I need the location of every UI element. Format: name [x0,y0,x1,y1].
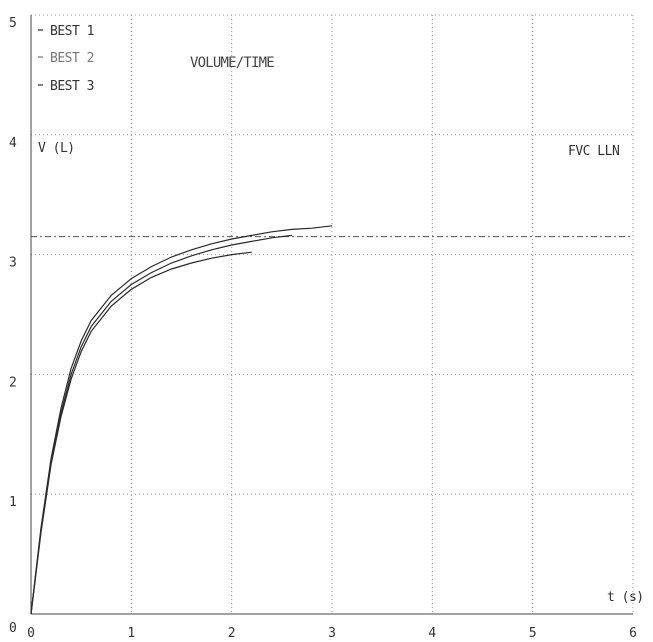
series-line-best-3 [30,251,252,615]
series-line-best-2 [30,234,292,615]
x-tick-label: 3 [328,626,336,641]
reference-line-label: FVC LLN [568,144,619,159]
y-tick-label: 5 [9,16,17,31]
x-tick-label: 4 [428,626,436,641]
legend-label: BEST 1 [50,24,94,39]
x-tick-label: 6 [629,626,637,641]
y-tick-label: 3 [9,256,17,271]
legend: BEST 1 BEST 2 BEST 3 [38,24,94,94]
legend-item-best-1: BEST 1 [38,24,94,39]
y-axis-label: V (L) [38,141,75,156]
x-tick-label: 5 [529,626,537,641]
series-line-best-1 [30,225,333,615]
x-tick-label: 2 [228,626,236,641]
y-tick-label: 2 [9,375,17,390]
legend-label: BEST 3 [50,79,94,94]
x-axis-label: t (s) [607,590,644,605]
legend-label: BEST 2 [50,51,94,66]
x-tick-label: 0 [27,626,35,641]
y-tick-label: 1 [9,495,17,510]
y-tick-label: 4 [9,136,17,151]
chart-title: VOLUME/TIME [190,55,274,71]
y-tick-label: 0 [9,621,17,636]
x-tick-label: 1 [127,626,135,641]
legend-item-best-2: BEST 2 [38,51,94,66]
legend-item-best-3: BEST 3 [38,79,94,94]
